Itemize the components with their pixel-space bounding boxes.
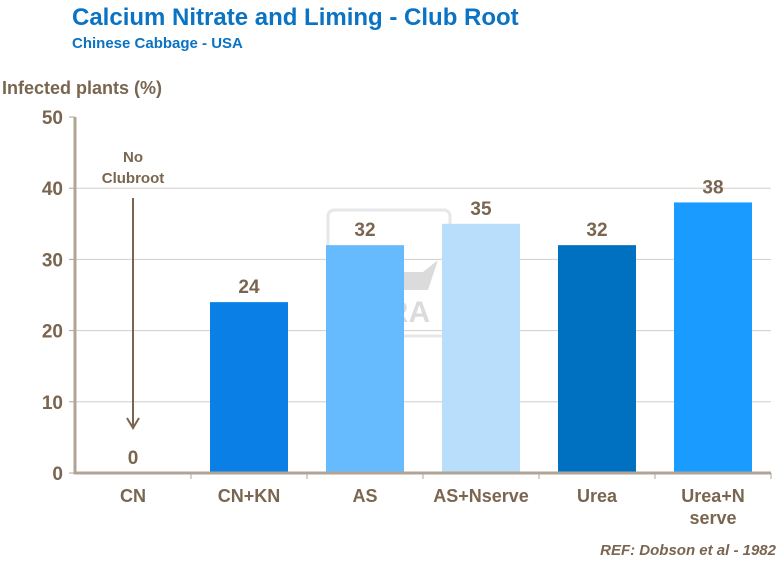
x-tick-label: Urea [577,486,618,506]
data-label: 24 [238,277,260,298]
bar [326,245,404,473]
bar [674,202,752,473]
bar [558,245,636,473]
data-label: 35 [470,199,492,220]
data-label: 0 [128,448,139,469]
chart-subtitle: Chinese Cabbage - USA [72,35,243,52]
data-label: 32 [354,220,375,241]
y-tick-label: 50 [42,108,63,129]
chart-title: Calcium Nitrate and Liming - Club Root [72,4,519,31]
y-tick-label: 0 [52,464,63,485]
data-label: 32 [586,220,607,241]
y-tick-label: 20 [42,322,63,343]
x-tick-label: serve [689,508,736,528]
annotation-text: No [123,149,143,166]
y-tick-label: 30 [42,250,63,271]
y-axis-label: Infected plants (%) [2,78,163,98]
x-tick-label: CN+KN [218,486,281,506]
x-tick-label: AS [352,486,377,506]
x-tick-label: Urea+N [681,486,745,506]
bar [442,223,520,473]
axis-frame [73,117,771,475]
x-tick-label: CN [120,486,146,506]
reference-note: REF: Dobson et al - 1982 [600,542,776,559]
x-tick-label: AS+Nserve [433,486,529,506]
y-tick-label: 40 [42,179,63,200]
y-tick-label: 10 [42,393,63,414]
data-label: 38 [702,177,723,198]
bar [210,302,288,473]
annotation-text: Clubroot [102,170,164,187]
arrowhead-icon [126,417,140,430]
